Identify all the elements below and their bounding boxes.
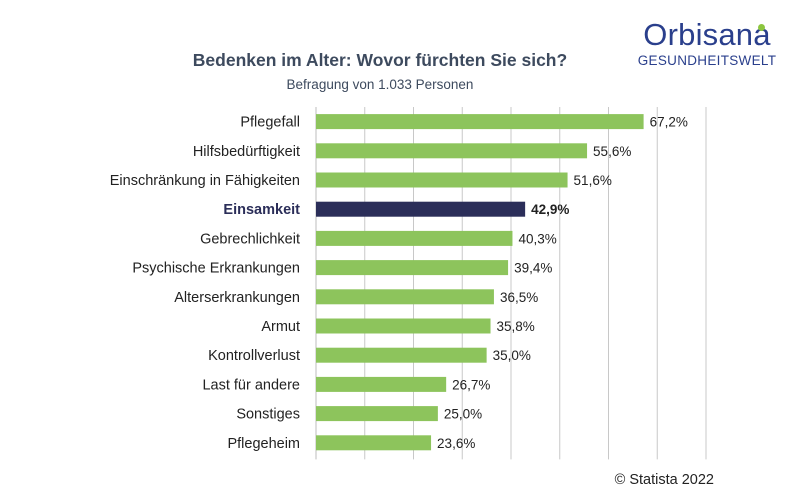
value-label: 35,8% — [497, 319, 535, 334]
bar — [316, 114, 644, 130]
category-label: Hilfsbedürftigkeit — [193, 144, 300, 160]
bar — [316, 347, 487, 363]
bar — [316, 230, 513, 246]
chart-title: Bedenken im Alter: Wovor fürchten Sie si… — [192, 50, 568, 70]
bar — [316, 376, 447, 392]
value-label: 36,5% — [500, 290, 538, 305]
logo-name: Orbisana — [643, 17, 771, 52]
bar — [316, 143, 588, 159]
category-label: Armut — [261, 319, 300, 335]
category-label: Einschränkung in Fähigkeiten — [110, 173, 300, 189]
category-label: Gebrechlichkeit — [200, 231, 300, 247]
chart-subtitle: Befragung von 1.033 Personen — [286, 77, 474, 92]
value-label: 55,6% — [593, 144, 631, 159]
category-label: Einsamkeit — [223, 202, 300, 218]
value-label: 40,3% — [518, 231, 556, 246]
category-label: Pflegefall — [240, 115, 300, 131]
source-note: © Statista 2022 — [614, 472, 714, 488]
chart-labels: Pflegefall 67,2% Hilfsbedürftigkeit 55,6% Ei… — [110, 115, 688, 452]
chart-bars — [316, 114, 644, 451]
value-label: 42,9% — [531, 202, 569, 217]
chart-gridlines — [315, 107, 707, 460]
bar — [316, 260, 509, 276]
category-label: Sonstiges — [236, 407, 300, 423]
value-label: 23,6% — [437, 436, 475, 451]
value-label: 25,0% — [444, 407, 482, 422]
value-label: 51,6% — [574, 173, 612, 188]
value-label: 26,7% — [452, 377, 490, 392]
category-label: Last für andere — [202, 377, 300, 393]
bar — [316, 289, 494, 305]
bar — [316, 172, 568, 188]
value-label: 35,0% — [493, 348, 531, 363]
category-label: Alterserkrankungen — [174, 290, 300, 306]
value-label: 67,2% — [650, 115, 688, 130]
bar — [316, 406, 438, 422]
bar-highlighted — [316, 201, 526, 217]
brand-logo: Orbisana GESUNDHEITSWELT — [632, 17, 782, 69]
category-label: Psychische Erkrankungen — [132, 261, 300, 277]
logo-dot-icon — [758, 24, 765, 31]
logo-tagline: GESUNDHEITSWELT — [637, 53, 777, 68]
bar — [316, 318, 491, 334]
category-label: Kontrollverlust — [208, 348, 300, 364]
value-label: 39,4% — [514, 261, 552, 276]
category-label: Pflegeheim — [227, 436, 300, 452]
bar — [316, 435, 432, 451]
